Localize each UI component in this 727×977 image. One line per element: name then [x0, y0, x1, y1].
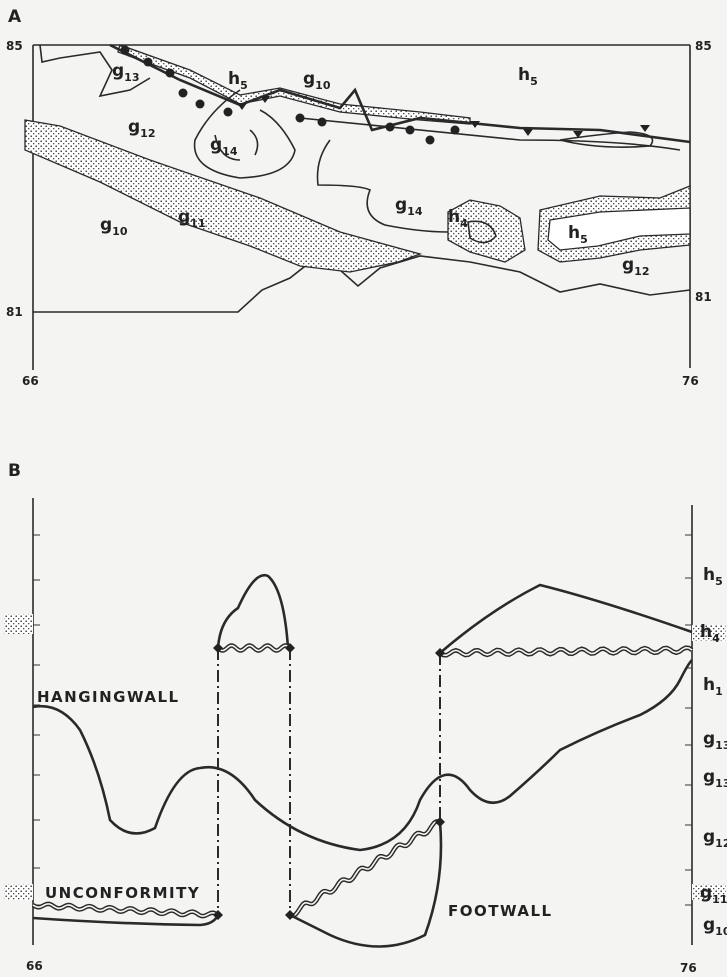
unit-base: g — [700, 883, 712, 903]
unit-base: h — [448, 207, 460, 227]
unit-sub: 1 — [715, 685, 723, 698]
unit-base: h — [703, 675, 715, 695]
unit-base: h — [228, 69, 240, 89]
unit-label: g13 — [703, 767, 727, 790]
unit-base: g — [703, 827, 715, 847]
thrust-tooth — [121, 46, 130, 55]
thrust-tooth — [318, 118, 327, 127]
lon-label: 66 — [26, 959, 43, 973]
unit-sub: 5 — [580, 233, 588, 246]
unit-base: g — [128, 117, 140, 137]
unit-sub: 13 — [715, 739, 727, 752]
horizon — [440, 585, 692, 653]
unit-sub: 11 — [712, 893, 727, 906]
unit-sub: 5 — [530, 75, 538, 88]
annotation: FOOTWALL — [448, 902, 553, 920]
lat-label: 81 — [695, 290, 712, 304]
thrust-tooth — [426, 136, 435, 145]
unit-sub: 10 — [315, 79, 331, 92]
section-axis — [33, 498, 692, 945]
unit-sub: 4 — [712, 632, 720, 645]
unit-label: g10 — [703, 915, 727, 938]
fault — [218, 648, 440, 915]
stipple-key — [4, 614, 33, 634]
unit-label: g13 — [112, 61, 139, 84]
unit-base: g — [303, 69, 315, 89]
horizon — [33, 915, 218, 925]
unit-base: g — [703, 915, 715, 935]
thrust-tooth — [386, 123, 395, 132]
unit-base: g — [703, 767, 715, 787]
unit-sub: 13 — [124, 71, 139, 84]
unit-sub: 12 — [634, 265, 649, 278]
stipple-key — [4, 884, 33, 900]
unit-sub: 4 — [460, 217, 468, 230]
unit-label: h5 — [518, 65, 538, 88]
thrust-tooth — [406, 126, 415, 135]
stippled-unit — [118, 45, 470, 124]
unit-base: g — [210, 135, 222, 155]
unit-sub: 12 — [715, 837, 727, 850]
thrust-tooth — [523, 129, 533, 136]
unit-sub: 13 — [715, 777, 727, 790]
unit-sub: 12 — [140, 127, 155, 140]
unit-base: g — [100, 215, 112, 235]
thrust-tooth — [179, 89, 188, 98]
unit-base: g — [622, 255, 634, 275]
unit-base: g — [112, 61, 124, 81]
thrust-tooth — [166, 69, 175, 78]
unit-label: h5 — [703, 565, 723, 588]
unit-sub: 10 — [715, 925, 727, 938]
unit-base: h — [703, 565, 715, 585]
thrust-tooth — [224, 108, 233, 117]
unit-sub: 11 — [190, 217, 205, 230]
lon-label: 76 — [682, 374, 699, 388]
unit-sub: 5 — [240, 79, 248, 92]
lat-label: 85 — [695, 39, 712, 53]
unit-label: g10 — [303, 69, 331, 92]
thrust-tooth — [296, 114, 305, 123]
lat-label: 85 — [6, 39, 23, 53]
unit-base: h — [568, 223, 580, 243]
unit-label: g12 — [703, 827, 727, 850]
thrust-tooth — [196, 100, 205, 109]
lon-label: 66 — [22, 374, 39, 388]
unit-label: h5 — [228, 69, 248, 92]
thrust-tooth — [144, 58, 153, 67]
annotation: UNCONFORMITY — [45, 884, 200, 902]
unit-label: h1 — [703, 675, 723, 698]
unit-sub: 5 — [715, 575, 723, 588]
unit-label: g14 — [395, 195, 423, 218]
horizon — [218, 575, 288, 648]
unit-sub: 14 — [222, 145, 238, 158]
horizon — [290, 822, 441, 947]
unit-label: g13 — [703, 729, 727, 752]
annotation: HANGINGWALL — [37, 688, 180, 706]
diamond — [435, 817, 445, 827]
unit-label: g10 — [100, 215, 128, 238]
unit-label: g14 — [210, 135, 238, 158]
unit-base: g — [395, 195, 407, 215]
panel-label: A — [8, 7, 22, 27]
thrust-tooth — [640, 125, 650, 132]
lon-label: 76 — [680, 961, 697, 975]
unit-base: g — [178, 207, 190, 227]
unit-base: h — [700, 622, 712, 642]
unit-sub: 14 — [407, 205, 423, 218]
figure: A 85 85 81 81 66 76 g13h5g10h5g12g14g14g… — [0, 0, 727, 977]
thrust-tooth — [451, 126, 460, 135]
unconformity — [33, 643, 692, 920]
unit-base: g — [703, 729, 715, 749]
panel-b: B 66 76 HANGINGWALL UNCONFORMITY FOOTWAL… — [4, 461, 726, 975]
unit-label: g12 — [128, 117, 155, 140]
unit-label: g12 — [622, 255, 649, 278]
unit-base: h — [518, 65, 530, 85]
diamond — [285, 910, 295, 920]
stippled-unit — [25, 120, 420, 272]
unit-sub: 10 — [112, 225, 128, 238]
panel-label: B — [8, 461, 21, 481]
thrust-tooth — [237, 103, 247, 110]
lat-label: 81 — [6, 305, 23, 319]
